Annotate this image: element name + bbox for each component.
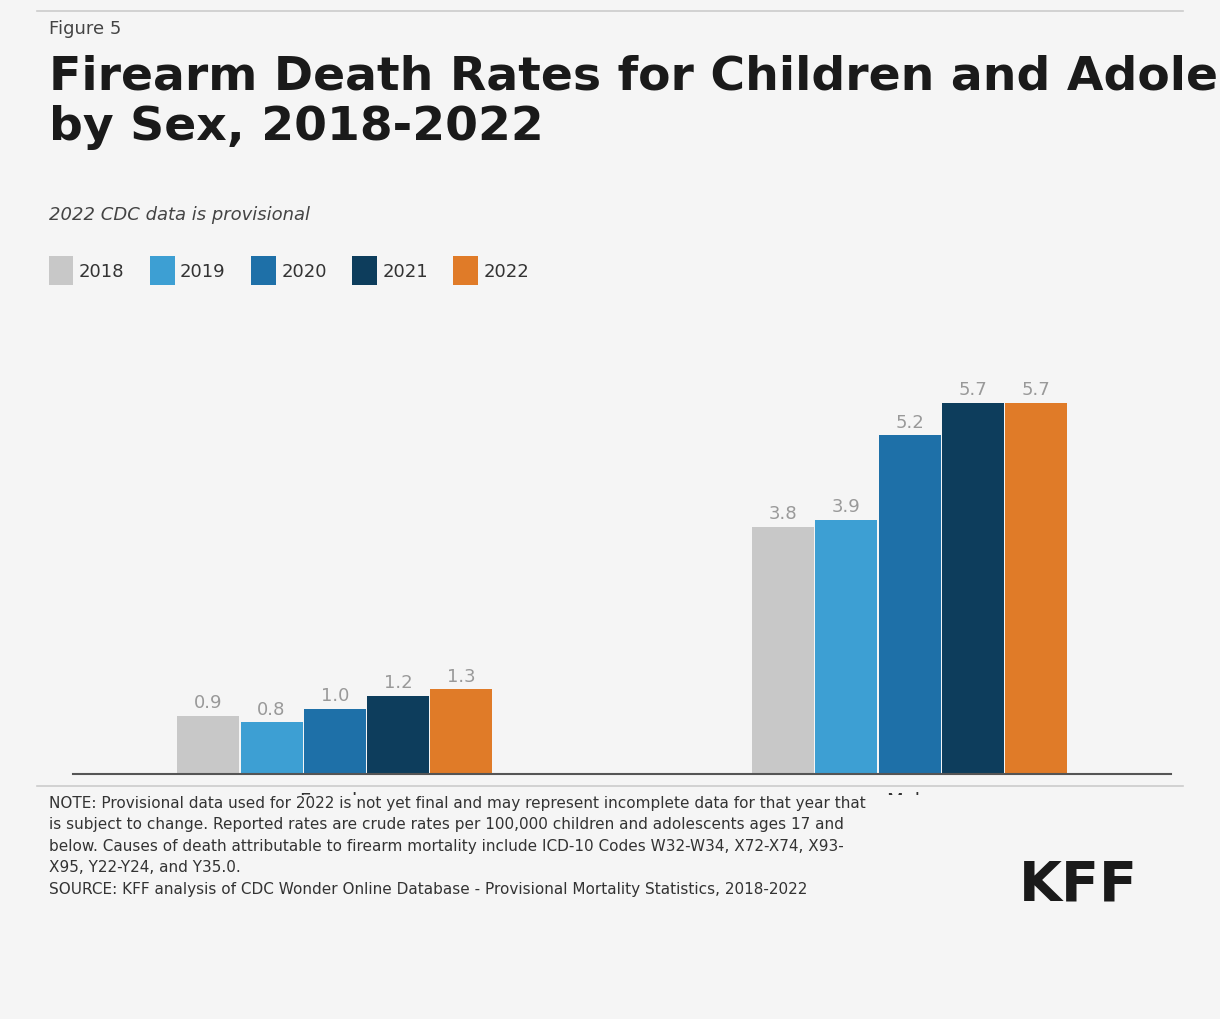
Text: 2019: 2019	[181, 263, 226, 280]
Text: NOTE: Provisional data used for 2022 is not yet final and may represent incomple: NOTE: Provisional data used for 2022 is …	[49, 795, 865, 896]
Text: 2022 CDC data is provisional: 2022 CDC data is provisional	[49, 206, 310, 224]
Bar	[753, 527, 814, 774]
FancyBboxPatch shape	[351, 257, 377, 285]
Text: 5.7: 5.7	[1021, 381, 1050, 398]
Text: KFF: KFF	[1019, 858, 1137, 912]
Text: 3.9: 3.9	[832, 498, 861, 516]
Text: 5.7: 5.7	[959, 381, 987, 398]
FancyBboxPatch shape	[150, 257, 174, 285]
Bar	[878, 436, 941, 774]
FancyBboxPatch shape	[49, 257, 73, 285]
Bar	[367, 696, 429, 774]
Text: Firearm Death Rates for Children and Adolescents
by Sex, 2018-2022: Firearm Death Rates for Children and Ado…	[49, 55, 1220, 150]
Bar	[240, 722, 303, 774]
Text: 2018: 2018	[79, 263, 124, 280]
FancyBboxPatch shape	[251, 257, 276, 285]
Text: 0.8: 0.8	[257, 700, 285, 717]
Text: 3.8: 3.8	[769, 504, 798, 523]
Text: 2021: 2021	[382, 263, 428, 280]
FancyBboxPatch shape	[453, 257, 477, 285]
Text: 5.2: 5.2	[895, 414, 924, 431]
Bar	[304, 709, 366, 774]
Bar	[431, 690, 492, 774]
Bar	[942, 404, 1004, 774]
Text: Figure 5: Figure 5	[49, 20, 121, 39]
Text: 0.9: 0.9	[194, 693, 222, 711]
Bar	[177, 715, 239, 774]
Text: 2020: 2020	[281, 263, 327, 280]
Text: 1.3: 1.3	[447, 667, 476, 685]
Text: 1.0: 1.0	[321, 687, 349, 705]
Bar	[1005, 404, 1068, 774]
Bar	[815, 521, 877, 774]
Text: 2022: 2022	[483, 263, 529, 280]
Text: 1.2: 1.2	[383, 674, 412, 692]
